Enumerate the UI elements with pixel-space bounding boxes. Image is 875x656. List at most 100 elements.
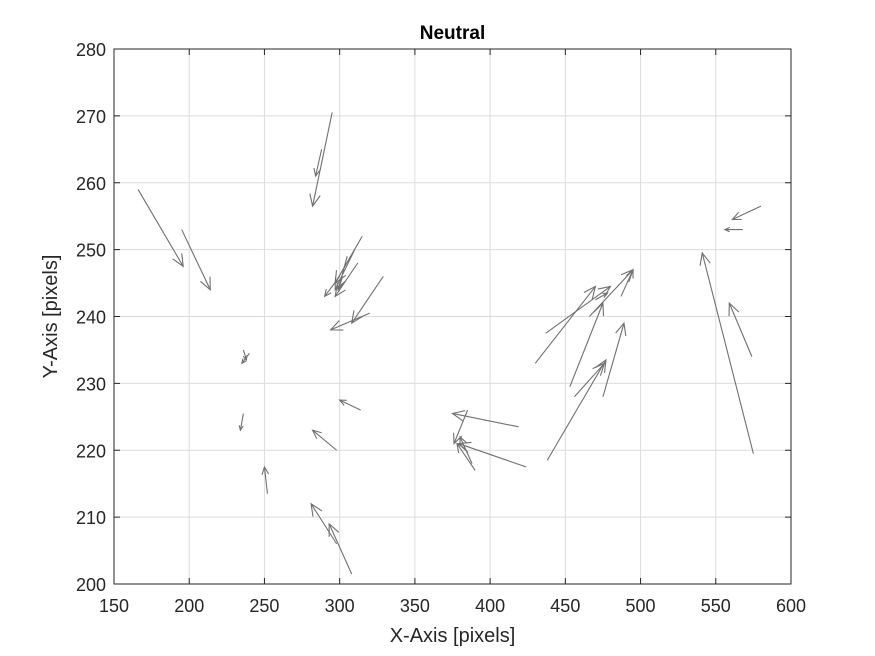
quiver-arrow bbox=[137, 189, 184, 268]
arrow-head bbox=[338, 399, 347, 406]
quiver-arrow bbox=[350, 276, 384, 325]
arrow-shaft bbox=[620, 269, 634, 297]
y-axis-label: Y-Axis [pixels] bbox=[40, 255, 62, 379]
x-tick-label: 150 bbox=[99, 596, 129, 616]
arrow-shaft bbox=[573, 362, 605, 398]
arrow-head bbox=[699, 251, 711, 266]
quiver-arrow bbox=[334, 249, 356, 291]
x-tick-label: 600 bbox=[776, 596, 806, 616]
quiver-arrow bbox=[731, 205, 762, 221]
quiver-arrow bbox=[534, 285, 597, 364]
x-tick-label: 200 bbox=[174, 596, 204, 616]
arrow-head bbox=[238, 425, 244, 432]
arrow-head bbox=[334, 276, 346, 291]
arrow-shaft bbox=[589, 269, 634, 317]
arrow-shaft bbox=[239, 413, 244, 431]
arrow-shaft bbox=[330, 312, 370, 331]
quiver-arrow bbox=[329, 312, 370, 331]
x-tick-label: 500 bbox=[626, 596, 656, 616]
arrow-shaft bbox=[328, 523, 353, 575]
chart-title: Neutral bbox=[420, 23, 485, 44]
quiver-arrow bbox=[723, 226, 743, 233]
x-tick-label: 350 bbox=[400, 596, 430, 616]
arrow-shaft bbox=[458, 443, 527, 468]
quiver-arrow bbox=[456, 442, 476, 471]
arrow-shaft bbox=[569, 302, 604, 387]
y-tick-label: 220 bbox=[76, 441, 106, 461]
arrow-shaft bbox=[534, 286, 596, 364]
y-tick-label: 250 bbox=[76, 241, 106, 261]
arrow-head bbox=[731, 212, 742, 221]
arrow-head bbox=[723, 226, 730, 233]
arrow-shaft bbox=[312, 112, 333, 207]
arrow-shaft bbox=[334, 235, 363, 284]
arrow-head bbox=[595, 358, 607, 373]
arrow-shaft bbox=[315, 149, 323, 177]
quiver-arrow bbox=[595, 292, 609, 301]
x-tick-label: 450 bbox=[550, 596, 580, 616]
quiver-arrow bbox=[328, 522, 353, 575]
arrow-head bbox=[311, 429, 322, 439]
arrow-shaft bbox=[546, 359, 607, 461]
arrow-shaft bbox=[339, 399, 361, 411]
arrow-shaft bbox=[310, 503, 338, 545]
quiver-arrow bbox=[338, 399, 361, 411]
x-tick-label: 300 bbox=[325, 596, 355, 616]
arrow-head bbox=[323, 288, 332, 298]
arrow-head bbox=[453, 432, 463, 445]
arrow-shaft bbox=[602, 323, 625, 397]
arrow-shaft bbox=[137, 189, 184, 267]
arrow-shaft bbox=[337, 276, 344, 290]
arrow-shaft bbox=[263, 466, 268, 494]
y-tick-label: 280 bbox=[76, 40, 106, 60]
arrow-shaft bbox=[334, 249, 356, 290]
arrow-head bbox=[309, 193, 321, 208]
y-tick-label: 210 bbox=[76, 508, 106, 528]
quiver-arrow bbox=[310, 502, 338, 545]
quiver-arrow bbox=[242, 349, 248, 362]
quiver-arrow bbox=[457, 441, 527, 468]
arrow-shaft bbox=[452, 412, 519, 428]
quiver-arrow bbox=[620, 268, 634, 297]
arrow-shaft bbox=[595, 292, 608, 301]
arrow-head bbox=[626, 268, 634, 279]
quiver-arrow bbox=[453, 409, 469, 445]
arrow-head bbox=[459, 435, 467, 446]
arrow-head bbox=[451, 410, 466, 422]
quiver-arrow bbox=[699, 251, 754, 454]
arrow-shaft bbox=[324, 276, 341, 297]
x-axis-label: X-Axis [pixels] bbox=[390, 625, 516, 647]
arrow-shaft bbox=[732, 205, 762, 221]
arrow-head bbox=[728, 301, 740, 317]
arrow-shaft bbox=[545, 285, 611, 334]
arrow-series bbox=[137, 112, 762, 575]
arrow-shaft bbox=[351, 276, 384, 324]
y-tick-label: 270 bbox=[76, 107, 106, 127]
quiver-arrow bbox=[602, 321, 627, 397]
arrow-shaft bbox=[453, 409, 469, 444]
arrow-head bbox=[457, 441, 472, 453]
grid-lines bbox=[113, 48, 792, 585]
arrow-head bbox=[615, 321, 627, 337]
arrow-head bbox=[592, 362, 606, 376]
y-tick-label: 230 bbox=[76, 374, 106, 394]
quiver-arrow bbox=[238, 413, 244, 432]
arrow-head bbox=[328, 522, 340, 537]
arrow-head bbox=[583, 285, 597, 300]
quiver-arrow bbox=[309, 112, 333, 208]
quiver-arrow bbox=[261, 465, 270, 494]
x-tick-label: 400 bbox=[475, 596, 505, 616]
y-tick-label: 260 bbox=[76, 174, 106, 194]
arrow-shaft bbox=[334, 262, 359, 297]
y-tick-label: 200 bbox=[76, 575, 106, 595]
arrow-head bbox=[337, 284, 342, 292]
y-tick-label: 240 bbox=[76, 308, 106, 328]
arrow-head bbox=[242, 354, 248, 362]
x-tick-label: 550 bbox=[701, 596, 731, 616]
arrow-head bbox=[310, 502, 323, 517]
arrow-shaft bbox=[701, 252, 754, 454]
quiver-arrow bbox=[728, 301, 753, 357]
quiver-arrow bbox=[589, 268, 634, 317]
arrow-head bbox=[261, 465, 270, 475]
